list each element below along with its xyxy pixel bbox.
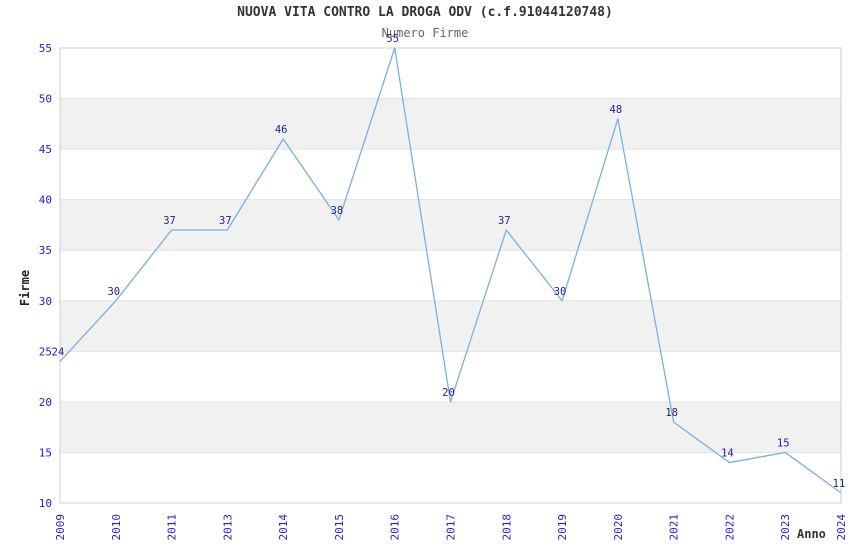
plot-band <box>60 98 841 150</box>
y-tick-label: 35 <box>39 244 52 257</box>
x-tick-label: 2010 <box>110 514 123 541</box>
data-point-label: 37 <box>163 215 176 227</box>
x-tick-label: 2009 <box>54 514 67 541</box>
data-point-label: 38 <box>331 205 344 217</box>
plot-band <box>60 300 841 352</box>
x-axis-label: Anno <box>797 527 826 541</box>
x-tick-label: 2011 <box>166 514 179 541</box>
data-point-label: 48 <box>610 104 623 116</box>
data-point-label: 18 <box>665 407 678 419</box>
data-point-label: 24 <box>52 346 65 358</box>
data-point-label: 55 <box>386 33 399 45</box>
x-tick-label: 2022 <box>723 514 736 541</box>
y-tick-label: 45 <box>39 143 52 156</box>
y-tick-label: 50 <box>39 93 52 106</box>
data-point-label: 37 <box>219 215 232 227</box>
x-tick-label: 2023 <box>779 514 792 541</box>
data-point-label: 14 <box>721 448 734 460</box>
x-tick-label: 2015 <box>333 514 346 541</box>
y-tick-label: 10 <box>39 497 52 510</box>
data-point-label: 37 <box>498 215 511 227</box>
x-tick-label: 2013 <box>221 514 234 541</box>
y-tick-label: 20 <box>39 396 52 409</box>
data-point-label: 15 <box>777 437 790 449</box>
y-tick-label: 15 <box>39 446 52 459</box>
x-tick-label: 2018 <box>500 514 513 541</box>
y-tick-label: 40 <box>39 194 52 207</box>
y-tick-label: 25 <box>39 345 52 358</box>
plot-band <box>60 199 841 251</box>
x-tick-label: 2021 <box>668 514 681 541</box>
plot-band <box>60 401 841 453</box>
x-tick-label: 2019 <box>556 514 569 541</box>
x-tick-label: 2017 <box>445 514 458 541</box>
data-line <box>59 47 842 494</box>
data-point-label: 11 <box>833 478 846 490</box>
x-tick-label: 2014 <box>277 514 290 541</box>
y-tick-label: 30 <box>39 295 52 308</box>
data-point-label: 46 <box>275 124 288 136</box>
x-tick-label: 2020 <box>612 514 625 541</box>
chart-title: NUOVA VITA CONTRO LA DROGA ODV (c.f.9104… <box>237 5 613 20</box>
plot-border <box>59 47 842 504</box>
data-point-label: 30 <box>554 286 567 298</box>
data-point-label: 30 <box>107 286 120 298</box>
x-tick-label: 2016 <box>389 514 402 541</box>
y-tick-label: 55 <box>39 42 52 55</box>
x-tick-label: 2024 <box>835 514 848 541</box>
y-axis-label: Firme <box>18 269 32 307</box>
chart-subtitle: Numero Firme <box>381 26 469 40</box>
data-point-label: 20 <box>442 387 455 399</box>
